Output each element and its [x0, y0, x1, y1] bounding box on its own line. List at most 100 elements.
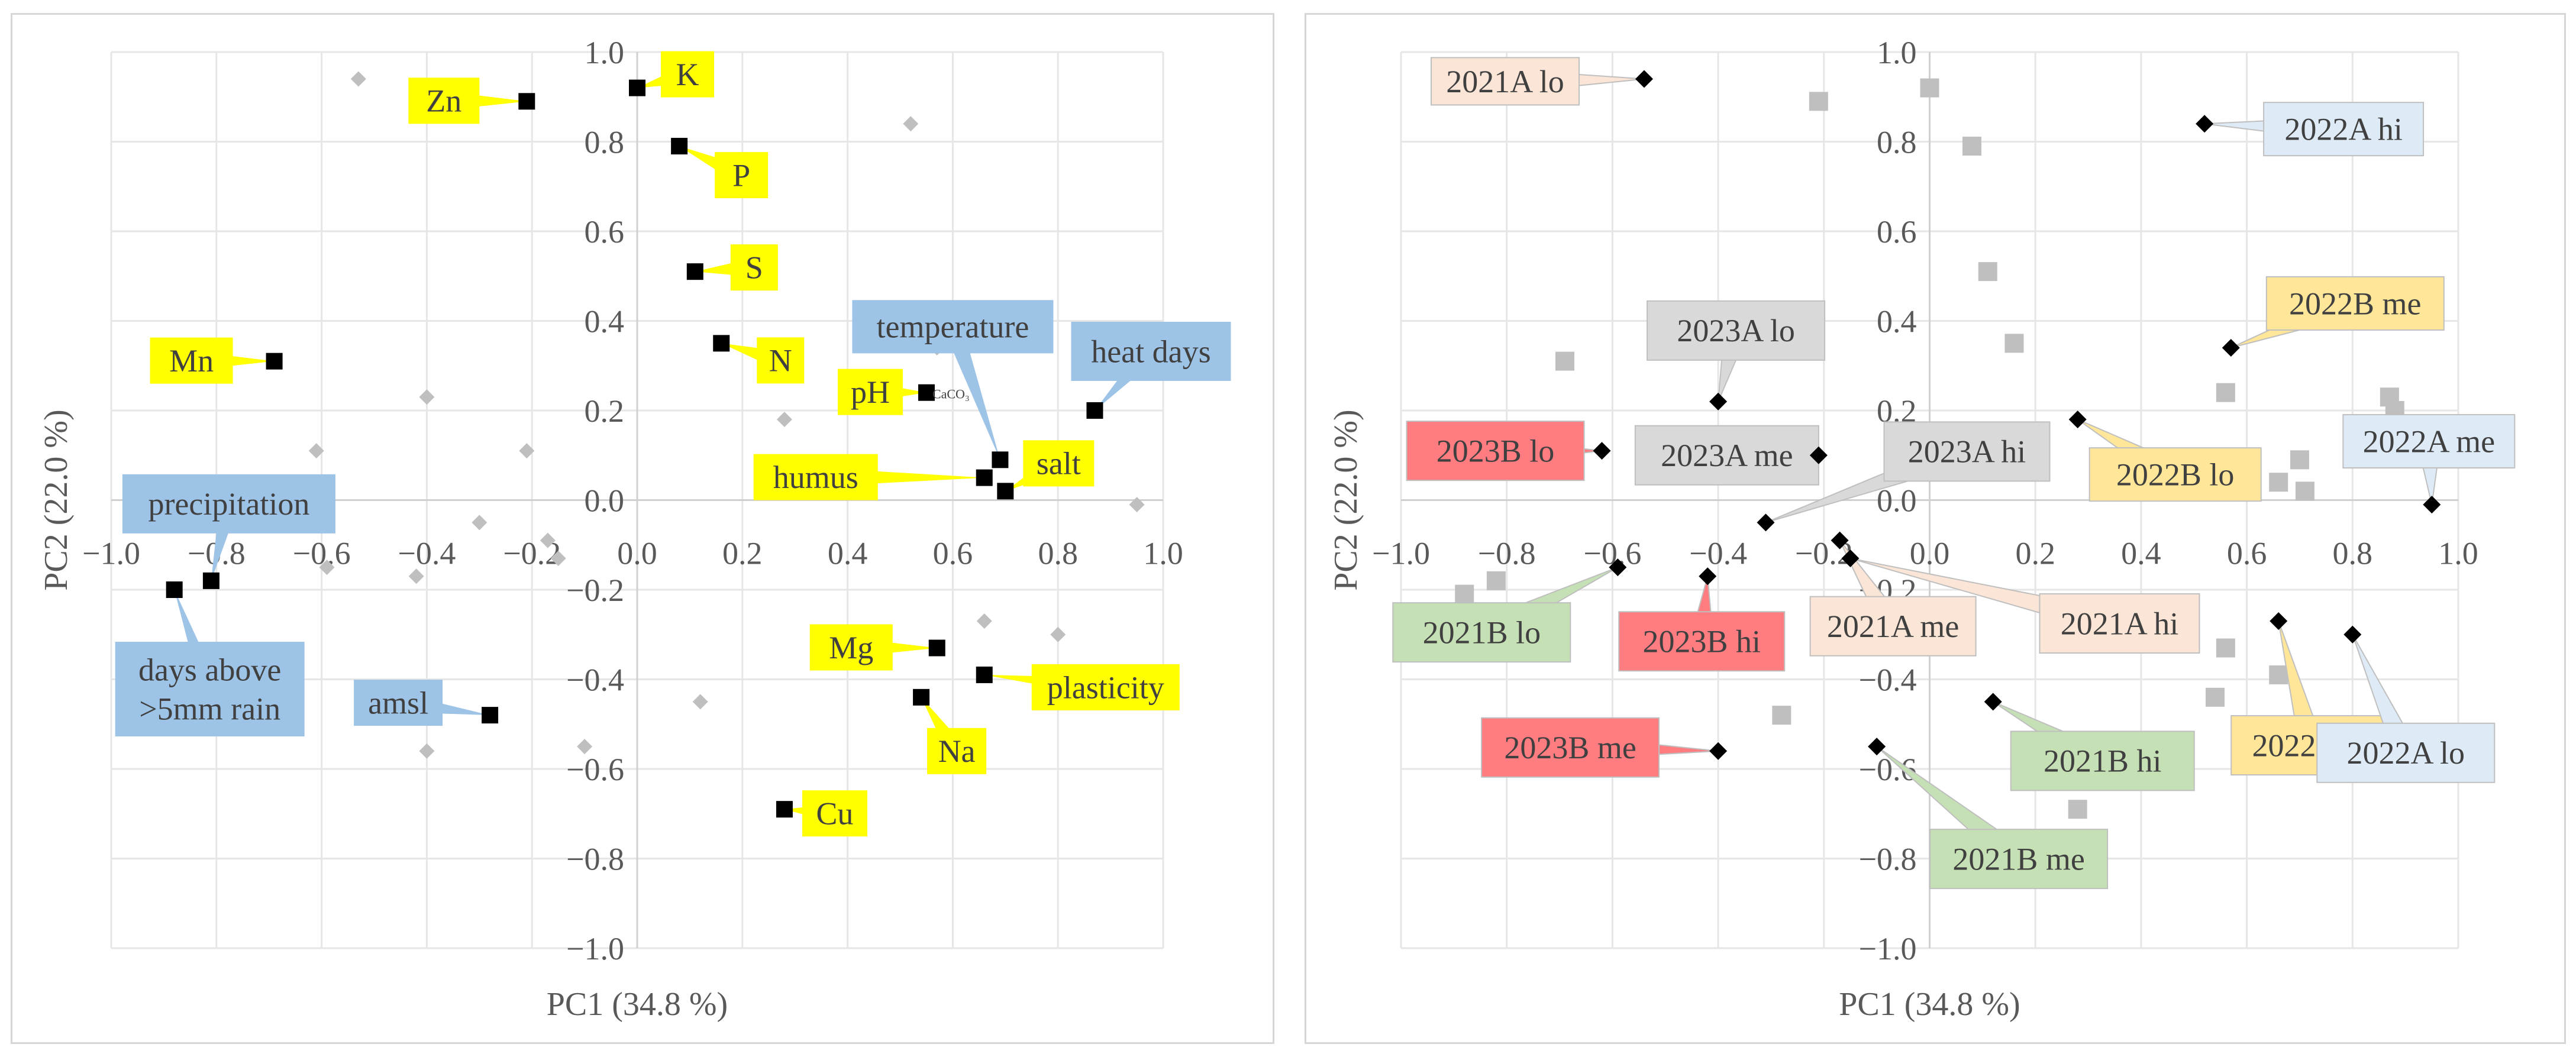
x-axis-title: PC1 (34.8 %)	[547, 986, 728, 1023]
variable-p-fill	[716, 153, 767, 198]
y-axis-title: PC2 (22.0 %)	[1328, 409, 1364, 590]
sample-2021b-me-marker	[1868, 738, 1886, 756]
variable-s-marker	[686, 263, 703, 280]
y-tick-label: −0.4	[566, 662, 624, 698]
x-tick-label: 0.6	[933, 536, 973, 571]
sample-2021b-hi-marker	[1984, 693, 2002, 711]
variable-ph-fill	[838, 370, 902, 414]
variable-temperature-fill	[853, 301, 1053, 353]
scores-chart: −1.0 −0.8 −0.6 −0.4 −0.2 0.0 0.2 0.4 0.6 0.8 1.0−1…	[1328, 35, 2516, 1023]
variable-temperature-pointer	[944, 323, 1000, 460]
sample-2023a-hi-label: 2023A hi	[1908, 434, 2026, 470]
variable-na-fill	[928, 729, 986, 773]
x-tick-label: 0.6	[2227, 536, 2267, 571]
background-point	[2216, 638, 2235, 658]
y-tick-label: 0.0	[1877, 483, 1917, 519]
variable-na-label: Na	[938, 733, 976, 769]
variable-s-fill	[731, 245, 777, 290]
sample-2023b-hi-fill	[1620, 613, 1784, 670]
sample-2021a-me-fill	[1811, 597, 1975, 655]
y-tick-label: 1.0	[1877, 35, 1917, 70]
background-point	[2068, 800, 2087, 819]
variable-days-above-5mm-rain-label: >5mm rain	[139, 691, 280, 726]
sample-2021a-me-label: 2021A me	[1827, 609, 1960, 644]
y-tick-label: −0.8	[566, 842, 624, 877]
variable-precipitation-label: precipitation	[148, 486, 309, 522]
y-tick-label: −0.4	[1859, 662, 1917, 698]
y-tick-label: 0.2	[585, 393, 625, 429]
variable-k-marker	[629, 79, 645, 96]
sample-2021a-hi-fill	[2041, 594, 2199, 652]
background-point	[577, 739, 593, 755]
variable-ph-marker	[918, 384, 935, 401]
background-point	[903, 116, 919, 132]
variable-k-fill	[662, 52, 713, 96]
background-point	[1129, 497, 1145, 513]
sample-2021a-hi-marker	[1841, 549, 1860, 567]
background-point	[472, 515, 488, 531]
variable-mg-fill	[811, 625, 892, 670]
sample-2021a-lo-label: 2021A lo	[1446, 64, 1564, 99]
variable-plasticity-marker	[976, 666, 993, 683]
sample-2022b-lo-label: 2022B lo	[2116, 457, 2235, 493]
variable-ph-subscript: CaCO₃	[932, 387, 970, 402]
y-tick-label: 0.8	[1877, 125, 1917, 160]
background-point	[2269, 473, 2288, 492]
sample-2021b-lo-fill	[1394, 604, 1570, 661]
background-point	[1555, 351, 1574, 371]
background-point	[2216, 383, 2235, 402]
variable-precipitation-fill	[123, 475, 334, 532]
y-tick-label: −0.2	[566, 573, 624, 608]
variable-ph-label: pH	[851, 374, 890, 410]
background-point	[776, 412, 792, 428]
x-tick-label: 0.2	[2015, 536, 2055, 571]
sample-2021a-me-marker	[1831, 531, 1849, 549]
variable-humus-marker	[976, 469, 993, 486]
sample-2023b-me-label: 2023B me	[1504, 730, 1636, 765]
variable-n-fill	[758, 338, 803, 383]
sample-2023b-me-fill	[1483, 719, 1658, 776]
sample-2022a-lo-marker	[2343, 625, 2362, 644]
x-tick-label: 0.4	[2121, 536, 2161, 571]
variable-heat-days-fill	[1072, 323, 1230, 380]
background-point	[419, 743, 435, 759]
x-tick-label: 1.0	[1143, 536, 1183, 571]
sample-2021b-me-label: 2021B me	[1952, 841, 2085, 877]
variable-humus-fill	[754, 455, 877, 499]
variable-salt-fill	[1024, 441, 1093, 486]
x-tick-label: 0.8	[2333, 536, 2373, 571]
sample-2022a-me-marker	[2423, 496, 2441, 514]
y-tick-label: −0.8	[1859, 842, 1917, 877]
background-point	[1486, 571, 1506, 590]
sample-2023b-hi-marker	[1699, 567, 1717, 586]
variable-temperature-label: temperature	[876, 309, 1029, 345]
y-tick-label: 0.4	[1877, 304, 1917, 340]
variable-days-above-5mm-rain-label: days above	[138, 652, 281, 687]
y-tick-label: −0.6	[566, 752, 624, 787]
sample-2021b-me-fill	[1931, 830, 2107, 888]
variable-temperature-marker	[992, 451, 1009, 468]
sample-2021b-hi-label: 2021B hi	[2044, 744, 2162, 779]
variable-s-label: S	[745, 250, 763, 286]
sample-2021b-lo-marker	[1609, 558, 1627, 577]
background-point	[519, 443, 535, 459]
variable-mn-label: Mn	[169, 343, 214, 379]
y-tick-label: 0.8	[585, 125, 625, 160]
x-tick-label: −0.4	[398, 536, 456, 571]
sample-2023a-me-fill	[1636, 426, 1818, 484]
background-point	[1772, 706, 1791, 725]
background-point	[2205, 687, 2225, 707]
variable-zn-marker	[518, 93, 535, 110]
sample-2022b-hi-marker	[2270, 612, 2288, 631]
background-point	[319, 560, 335, 576]
sample-2023b-lo-label: 2023B lo	[1437, 434, 1555, 469]
background-point	[1962, 137, 1981, 156]
variable-cu-marker	[776, 801, 793, 818]
background-point	[2295, 481, 2314, 501]
sample-2022b-lo-fill	[2090, 449, 2260, 500]
variable-salt-marker	[997, 483, 1014, 500]
y-tick-label: 0.6	[585, 214, 625, 250]
background-point	[2290, 450, 2309, 470]
sample-2022a-hi-fill	[2265, 104, 2423, 155]
variable-mg-marker	[928, 639, 945, 657]
